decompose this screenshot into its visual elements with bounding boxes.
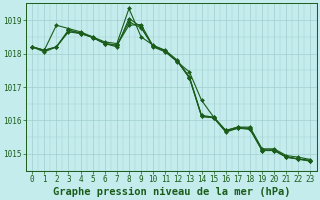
X-axis label: Graphe pression niveau de la mer (hPa): Graphe pression niveau de la mer (hPa) [52, 186, 290, 197]
